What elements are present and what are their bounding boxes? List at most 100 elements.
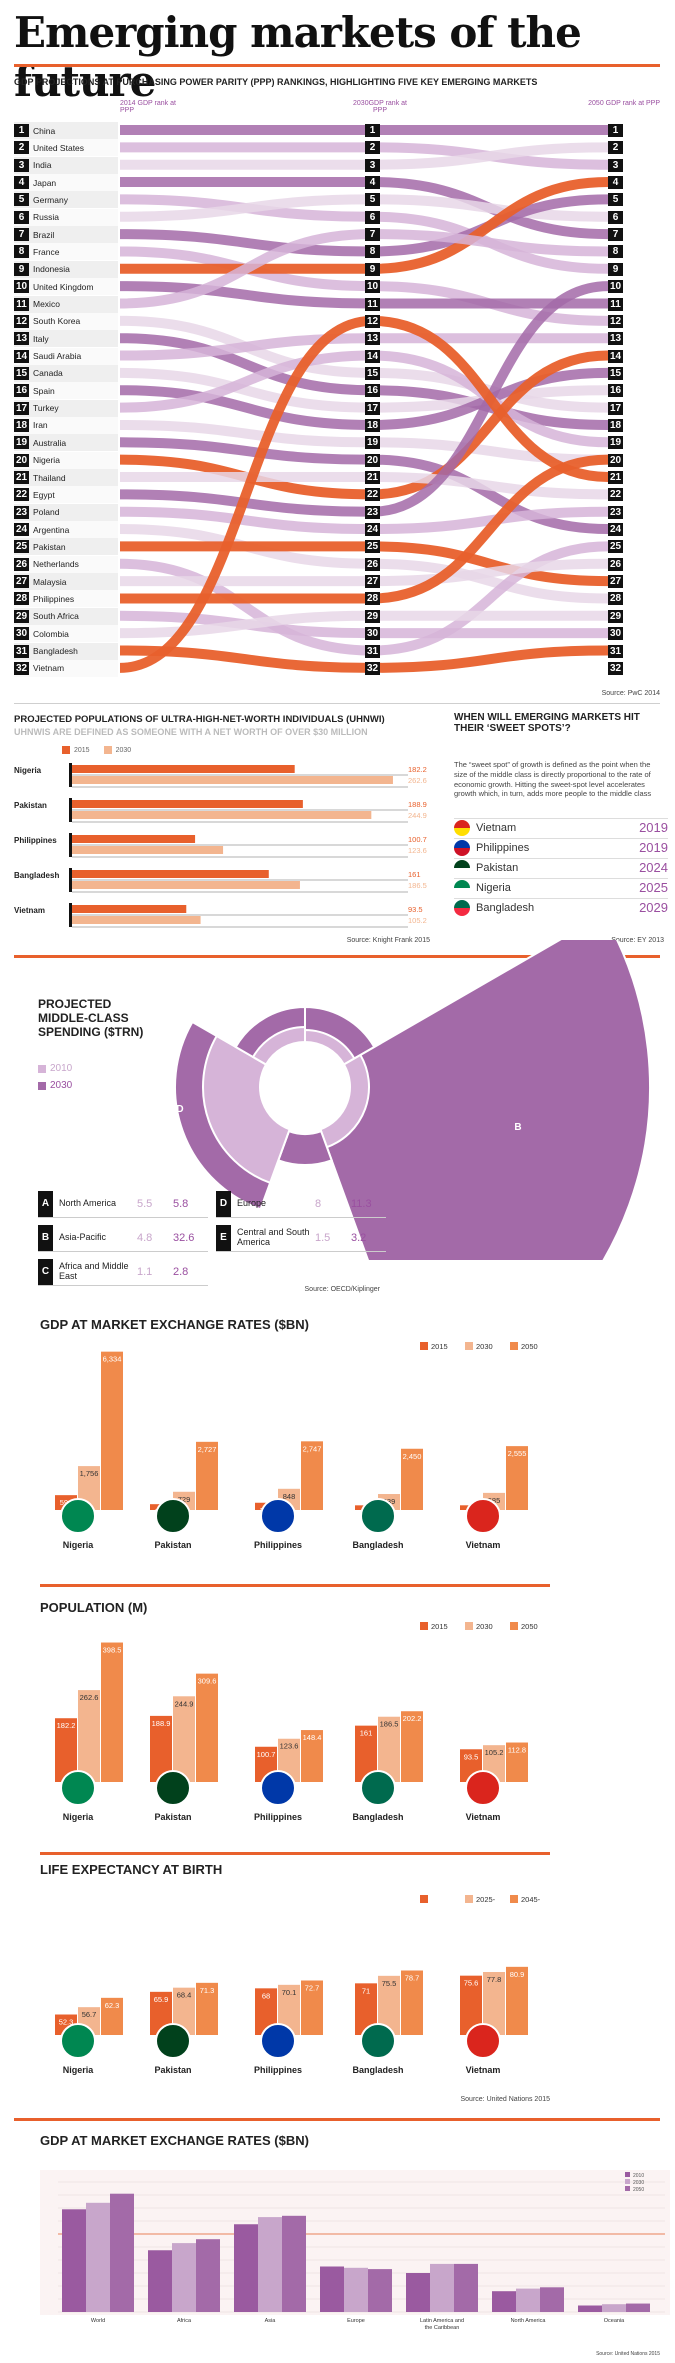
region-label: World (91, 2318, 105, 2324)
rank-box: 30 (365, 627, 380, 641)
sweet-description: The “sweet spot” of growth is defined as… (454, 760, 652, 799)
rank-number: 19 (14, 436, 29, 450)
rank-box: 11 (608, 297, 623, 311)
rank-number: 25 (14, 540, 29, 554)
bar-value-label: 202.2 (403, 1714, 422, 1723)
mc-region: Central and South America (237, 1226, 310, 1247)
region-bar (368, 2269, 392, 2312)
bar-value-label: 685 (488, 1496, 501, 1505)
regions-source: Source: United Nations 2015 (596, 2351, 660, 2357)
country-name: China (33, 125, 56, 136)
mc-legend-swatch-2030 (38, 1081, 46, 1090)
rank-number: 28 (14, 592, 29, 606)
rank-box: 14 (608, 349, 623, 363)
bar-pakistan-2050 (196, 1673, 218, 1782)
region-bar (492, 2291, 516, 2312)
legend-swatch (420, 1895, 428, 1903)
bar-value-label: 68 (262, 1991, 270, 2000)
ppp-flow-nigeria (119, 350, 609, 500)
bar-value-label: 2,727 (198, 1445, 217, 1454)
rank-number: 12 (14, 314, 29, 328)
bangladesh-flag-icon (454, 899, 470, 916)
bar-vietnam-2050 (506, 1446, 528, 1510)
rank-number: 5 (14, 193, 29, 207)
middle-class-title: PROJECTED MIDDLE-CLASS SPENDING ($TRN) (38, 997, 144, 1039)
ppp-flow-vietnam (119, 315, 609, 673)
vietnam-flag-icon (465, 1498, 501, 1534)
mc-region: North America (59, 1197, 117, 1208)
legend-swatch-2030 (103, 746, 112, 754)
ppp-source: Source: PwC 2014 (601, 690, 660, 697)
uhnwi-country-label: Pakistan (14, 801, 47, 810)
rank-box: 16 (608, 384, 623, 398)
mc-value-2010: 4.8 (137, 1231, 153, 1244)
region-bar (626, 2303, 650, 2312)
category-label: Philippines (254, 1812, 302, 1822)
country-name: Malaysia (33, 576, 67, 587)
rank-number: 7 (14, 228, 29, 242)
country-name: Netherlands (33, 559, 79, 570)
category-label: Philippines (254, 1540, 302, 1550)
mc-key: C (38, 1258, 53, 1285)
country-name: Iran (33, 420, 48, 431)
mc-segment-key: B (514, 1122, 521, 1133)
ppp-row: 5 Germany (14, 191, 118, 209)
ppp-row: 10 United Kingdom (14, 278, 118, 296)
bar-value-label: 2,747 (303, 1444, 322, 1453)
rank-box: 26 (608, 557, 623, 571)
rank-number: 15 (14, 366, 29, 380)
bar-bangladesh-2015 (355, 1725, 377, 1782)
region-bar (540, 2287, 564, 2312)
rank-box: 5 (608, 193, 623, 207)
bar-value-label: 6,334 (103, 1355, 122, 1364)
rank-box: 22 (608, 488, 623, 502)
rank-number: 3 (14, 158, 29, 172)
rank-number: 20 (14, 453, 29, 467)
vietnam-flag-icon (465, 2023, 501, 2059)
ppp-row: 18 Iran (14, 416, 118, 434)
uhnwi-value-label: 93.5 (408, 905, 423, 914)
bar-vietnam-base (460, 1975, 482, 2035)
mc-table-row: C Africa and Middle East 1.1 2.8 (38, 1258, 208, 1286)
population-title: POPULATION (M) (40, 1600, 148, 1615)
rank-number: 21 (14, 471, 29, 484)
ppp-row: 25 Pakistan (14, 538, 118, 556)
country-name: Colombia (33, 628, 69, 639)
legend-label: 2015 (431, 1622, 448, 1631)
bar-bangladesh-2045- (401, 1970, 423, 2035)
mc-value-2030: 5.8 (173, 1197, 189, 1210)
bar-value-label: 123.6 (280, 1742, 299, 1751)
sweet-country: Nigeria (476, 881, 511, 894)
rank-box: 1 (365, 124, 380, 137)
category-label: Nigeria (63, 1540, 95, 1550)
uhnwi-bar-2015 (72, 765, 295, 773)
uhnwi-country-label: Nigeria (14, 766, 42, 775)
ppp-row: 2 United States (14, 139, 118, 157)
legend-swatch (420, 1342, 428, 1350)
ppp-row: 31 Bangladesh (14, 642, 118, 660)
category-label: Vietnam (466, 1812, 501, 1822)
bar-value-label: 398.5 (103, 1646, 122, 1655)
mc-legend-2030: 2030 (38, 1080, 72, 1091)
bar-value-label: 729 (178, 1495, 191, 1504)
mc-legend-swatch-2010 (38, 1064, 46, 1073)
region-label: North America (511, 2318, 547, 2324)
country-name: Argentina (33, 524, 70, 535)
rank-box: 12 (365, 314, 380, 328)
rank-box: 26 (365, 557, 380, 571)
ppp-row: 15 Canada (14, 364, 118, 382)
rank-box: 2 (365, 141, 380, 155)
sweet-row: Nigeria 2025 (454, 878, 668, 896)
bar-value-label: 71.3 (200, 1986, 215, 1995)
rank-box: 29 (608, 609, 623, 623)
bar-philippines-2045- (301, 1980, 323, 2035)
bar-pakistan-base (150, 1991, 172, 2035)
legend-swatch (510, 1342, 518, 1350)
ppp-row: 13 Italy (14, 330, 118, 348)
uhnwi-bar-2015 (72, 905, 187, 913)
uhnwi-country-label: Bangladesh (14, 871, 59, 880)
category-label: Vietnam (466, 1540, 501, 1550)
uhnwi-legend-2030: 2030 (115, 746, 132, 754)
rank-number: 13 (14, 332, 29, 346)
ppp-row: 30 Colombia (14, 625, 118, 643)
